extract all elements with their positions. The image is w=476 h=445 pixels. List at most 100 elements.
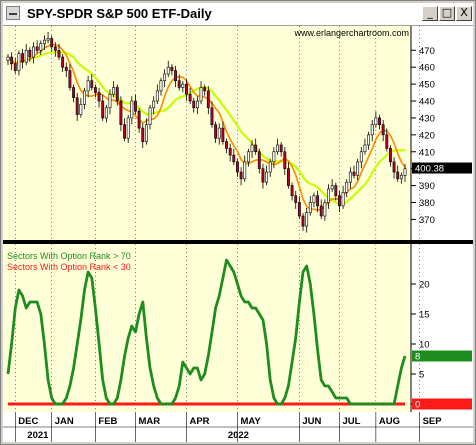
- candle-down: [283, 151, 287, 169]
- candle-down: [210, 107, 214, 125]
- candle-down: [338, 195, 341, 207]
- candle-down: [61, 56, 65, 68]
- app-icon[interactable]: [6, 6, 20, 20]
- month-label: JUN: [302, 416, 321, 427]
- candle-down: [170, 66, 174, 71]
- candle-down: [90, 80, 94, 88]
- candle-up: [268, 161, 272, 173]
- indicator-tick-label: 10: [419, 340, 430, 351]
- month-label: AUG: [379, 416, 400, 427]
- candle-up: [312, 195, 316, 203]
- pane-separator: [3, 240, 473, 244]
- candle-up: [181, 83, 185, 88]
- price-tick-label: 420: [419, 130, 435, 141]
- candle-down: [381, 124, 385, 136]
- candle-up: [148, 107, 152, 125]
- price-tick-label: 430: [419, 113, 435, 124]
- candle-up: [108, 93, 112, 109]
- candle-up: [323, 202, 327, 217]
- candle-up: [17, 53, 21, 71]
- candle-down: [10, 56, 14, 65]
- last-price-badge: 400.38: [412, 162, 472, 175]
- candle-down: [378, 117, 381, 125]
- price-tick-label: 440: [419, 97, 435, 108]
- candle-down: [396, 171, 400, 180]
- candle-down: [123, 124, 126, 139]
- candle-up: [341, 192, 345, 207]
- candle-up: [265, 171, 269, 183]
- month-label: DEC: [18, 416, 38, 427]
- candle-up: [345, 181, 349, 193]
- candle-down: [319, 205, 323, 217]
- month-label: JAN: [55, 416, 74, 427]
- candle-down: [228, 148, 232, 156]
- candle-down: [214, 124, 218, 139]
- last-value-badge: [412, 398, 472, 410]
- candle-down: [287, 168, 290, 186]
- candle-up: [126, 117, 130, 139]
- candle-up: [367, 134, 371, 146]
- price-tick-label: 370: [419, 215, 435, 226]
- candle-down: [141, 127, 145, 142]
- candle-down: [101, 100, 105, 119]
- candle-up: [86, 80, 90, 92]
- candle-up: [327, 188, 330, 203]
- candle-down: [185, 83, 188, 95]
- candle-down: [316, 195, 320, 207]
- candle-down: [392, 161, 396, 173]
- price-axis-area: [411, 26, 473, 240]
- candle-down: [177, 80, 181, 88]
- candle-up: [144, 124, 148, 142]
- price-tick-label: 380: [419, 198, 435, 209]
- candle-up: [359, 151, 363, 163]
- last-value-label: 0: [415, 400, 420, 411]
- candle-up: [159, 80, 163, 92]
- candle-up: [195, 100, 199, 109]
- candle-down: [75, 97, 79, 115]
- legend-rank-below-30: Sectors With Option Rank < 30: [7, 262, 131, 272]
- candle-down: [137, 110, 141, 129]
- price-tick-label: 450: [419, 80, 435, 91]
- candle-up: [250, 144, 254, 153]
- chart-area: 370380390400410420430440450460470 www.er…: [3, 26, 473, 442]
- candle-down: [188, 93, 192, 102]
- candle-up: [276, 144, 279, 153]
- candle-down: [174, 70, 177, 82]
- candle-up: [32, 46, 35, 58]
- candle-up: [305, 212, 309, 227]
- candle-down: [13, 63, 17, 71]
- title-bar[interactable]: SPY-SPDR S&P 500 ETF-Daily _ □ X: [3, 3, 473, 26]
- candle-down: [72, 87, 75, 98]
- year-label: 2021: [27, 430, 49, 441]
- month-label: SEP: [423, 416, 443, 427]
- candle-up: [399, 175, 403, 180]
- candle-up: [155, 90, 159, 102]
- series-rank-above-70-line: [6, 258, 407, 406]
- maximize-button[interactable]: □: [439, 6, 455, 21]
- last-value-badge: [412, 350, 472, 362]
- candle-down: [236, 161, 239, 173]
- candle-down: [239, 171, 243, 180]
- candle-up: [39, 43, 43, 51]
- month-label: MAY: [240, 416, 261, 427]
- candle-up: [217, 127, 221, 139]
- candle-up: [356, 161, 360, 176]
- minimize-button[interactable]: _: [422, 6, 438, 21]
- indicator-tick-label: 15: [419, 310, 430, 321]
- candle-up: [130, 100, 134, 119]
- indicator-tick-label: 20: [419, 280, 430, 291]
- candle-down: [206, 90, 210, 109]
- candle-down: [192, 100, 196, 109]
- candle-up: [166, 66, 170, 75]
- candle-down: [97, 92, 101, 102]
- candle-up: [46, 38, 50, 41]
- candle-up: [330, 185, 334, 190]
- candle-down: [261, 168, 265, 183]
- candle-down: [93, 87, 97, 93]
- candle-down: [119, 100, 123, 125]
- candle-down: [301, 215, 305, 227]
- close-button[interactable]: X: [456, 6, 472, 21]
- candle-up: [112, 87, 116, 95]
- candle-down: [279, 144, 283, 153]
